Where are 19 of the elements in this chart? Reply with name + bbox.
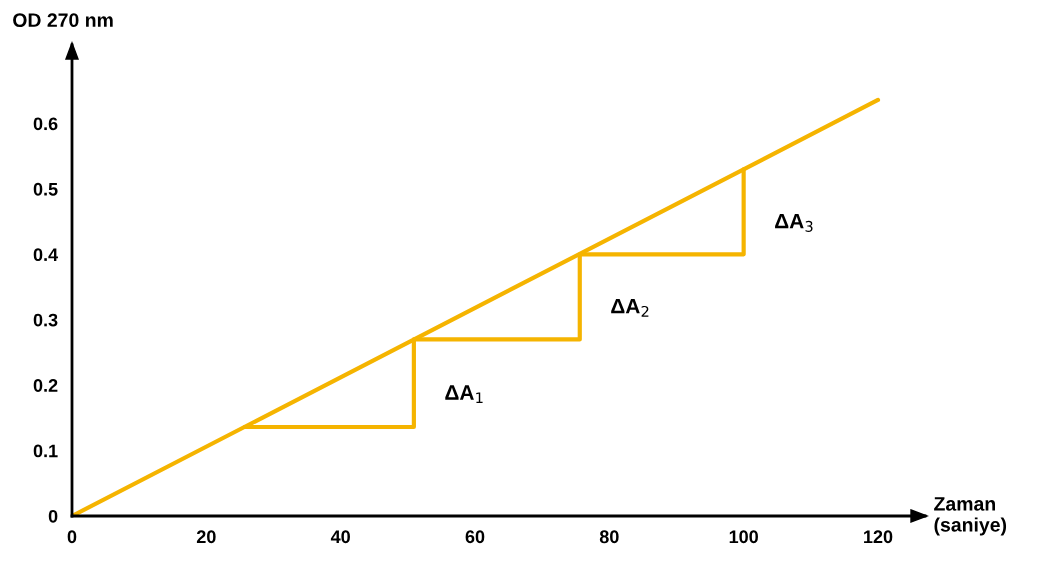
y-tick-label: 0.5 bbox=[33, 182, 58, 196]
y-tick-label: 0 bbox=[48, 509, 58, 523]
y-tick-label: 0.4 bbox=[33, 248, 59, 262]
y-tick-label: 0.3 bbox=[33, 313, 58, 327]
y-tick-label: 0.2 bbox=[33, 379, 58, 392]
y-tick-label: 0.6 bbox=[33, 117, 58, 131]
x-tick-label: 80 bbox=[599, 530, 619, 544]
y-tick-label: 0.1 bbox=[33, 444, 58, 458]
x-tick-label: 0 bbox=[67, 530, 77, 544]
x-tick-label: 120 bbox=[864, 530, 893, 544]
annotation: ΔA$_{2}$ bbox=[611, 298, 649, 317]
x-tick-label: 40 bbox=[330, 530, 350, 544]
x-tick-label: 20 bbox=[196, 530, 216, 544]
annotation: ΔA$_{3}$ bbox=[775, 213, 813, 232]
x-tick-label: 100 bbox=[729, 530, 758, 544]
annotation: ΔA$_{1}$ bbox=[445, 385, 483, 404]
y-axis-title: OD 270 nm bbox=[13, 13, 113, 28]
x-tick-label: 60 bbox=[465, 530, 485, 544]
x-axis-title: Zaman (saniye) bbox=[934, 497, 1007, 536]
